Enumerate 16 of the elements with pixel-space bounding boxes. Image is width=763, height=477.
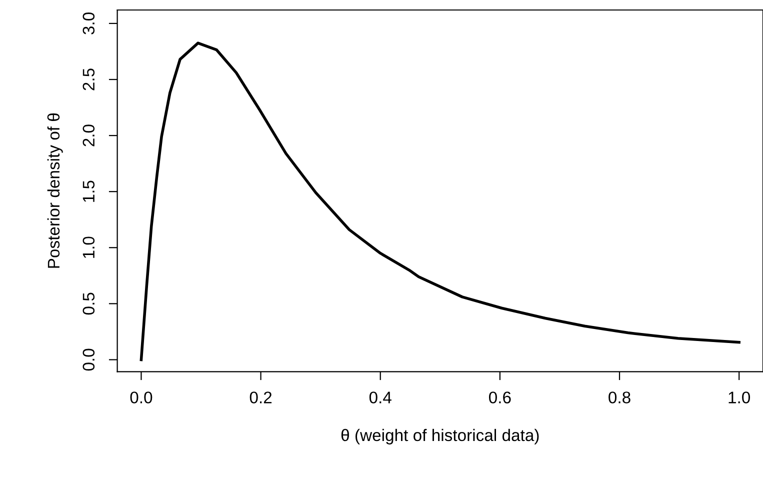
x-axis-title: θ (weight of historical data) (341, 428, 539, 444)
y-tick-label: 1.5 (82, 180, 95, 202)
x-tick-label: 1.0 (728, 392, 750, 404)
y-tick-label: 0.0 (82, 348, 95, 371)
y-tick-label: 2.5 (82, 68, 95, 90)
y-tick-label: 3.0 (82, 12, 95, 34)
y-tick-label: 1.0 (82, 236, 95, 258)
y-axis-title: Posterior density of θ (47, 113, 63, 268)
x-tick-label: 0.4 (369, 392, 392, 404)
x-tick-label: 0.0 (130, 392, 152, 404)
y-tick-label: 0.5 (82, 292, 95, 315)
x-tick-label: 0.2 (250, 392, 272, 404)
line-series (140, 42, 740, 362)
y-tick-label: 2.0 (82, 124, 95, 146)
x-tick-label: 0.8 (608, 392, 630, 404)
x-tick-label: 0.6 (489, 392, 511, 404)
